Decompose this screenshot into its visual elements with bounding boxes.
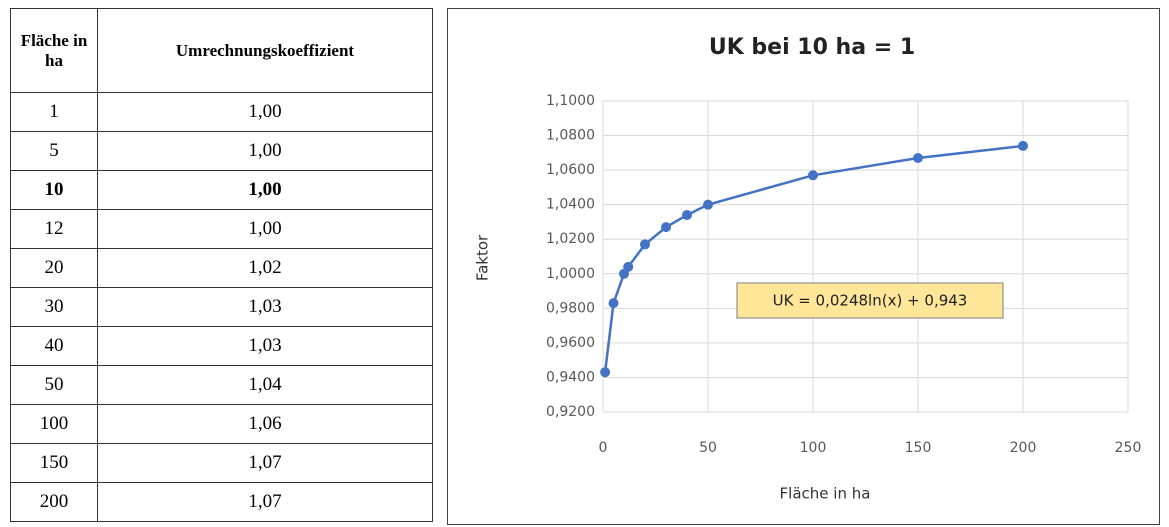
header-cell: Fläche in ha	[10, 8, 98, 93]
point	[623, 261, 634, 272]
point	[640, 239, 650, 250]
table-cell: 1,06	[97, 404, 433, 444]
header-cell: Umrechnungskoeffizient	[97, 8, 433, 93]
table-cell: 30	[10, 287, 98, 327]
y-tick-label: 1,0000	[546, 266, 595, 282]
y-tick-label: 1,1000	[546, 93, 595, 109]
y-axis-label: Faktor	[474, 234, 492, 281]
x-tick-label: 250	[1115, 440, 1142, 456]
table-row: 100 1,06	[10, 404, 433, 444]
point	[608, 298, 619, 309]
table-row: 5 1,00	[10, 131, 433, 171]
table-cell: 200	[10, 482, 98, 522]
table-row: 30 1,03	[10, 287, 433, 327]
x-tick-label: 50	[699, 440, 717, 456]
chart-frame	[447, 8, 1160, 525]
header-row: Fläche in ha Umrechnungskoeffizient	[10, 8, 433, 93]
x-axis-label: Fläche in ha	[780, 485, 871, 503]
point	[1018, 140, 1028, 151]
table-cell: 1,07	[97, 443, 433, 483]
point	[808, 170, 818, 181]
table-body: 1 1,00 5 1,00 10 1,00 12 1,00 20 1,02 30 1,03 40 1,03…	[10, 92, 433, 522]
table-cell: 50	[10, 365, 98, 405]
table-cell: 1,02	[97, 248, 433, 288]
table-row: 200 1,07	[10, 482, 433, 522]
table-row: 150 1,07	[10, 443, 433, 483]
y-tick-label: 1,0600	[546, 162, 595, 178]
x-tick-label: 200	[1010, 440, 1037, 456]
point	[703, 199, 713, 210]
table-cell: 1,04	[97, 365, 433, 405]
table-cell: 40	[10, 326, 98, 366]
table-cell: 1	[10, 92, 98, 132]
table-cell: 1,00	[97, 131, 433, 171]
annotation: UK = 0,0248ln(x) + 0,943	[773, 292, 968, 310]
table-cell: 1,00	[97, 209, 433, 249]
chart-title: UK bei 10 ha = 1	[709, 35, 915, 60]
table-row: 50 1,04	[10, 365, 433, 405]
table-cell: 12	[10, 209, 98, 249]
data-table: Fläche in ha Umrechnungskoeffizient 1 1,0…	[10, 8, 433, 522]
table-row: 10 1,00	[10, 170, 433, 210]
y-tick-label: 0,9800	[546, 300, 595, 316]
table-row: 1 1,00	[10, 92, 433, 132]
chart: UK bei 10 ha = 1 Faktor Fläche in ha 0,9…	[447, 8, 1160, 525]
point	[913, 153, 923, 164]
table-row: 20 1,02	[10, 248, 433, 288]
table-cell: 10	[10, 170, 98, 210]
y-tick-label: 0,9600	[546, 335, 595, 351]
point	[682, 210, 692, 221]
x-tick-label: 100	[800, 440, 827, 456]
y-tick-label: 1,0400	[546, 197, 595, 213]
x-tick-label: 150	[905, 440, 932, 456]
table-cell: 20	[10, 248, 98, 288]
point	[600, 367, 611, 378]
y-tick-label: 1,0200	[546, 231, 595, 247]
table-row: 40 1,03	[10, 326, 433, 366]
table-row: 12 1,00	[10, 209, 433, 249]
table-cell: 5	[10, 131, 98, 171]
x-tick-label: 0	[599, 440, 608, 456]
table-cell: 1,03	[97, 287, 433, 327]
y-tick-label: 1,0800	[546, 128, 595, 144]
table-cell: 150	[10, 443, 98, 483]
table-cell: 1,03	[97, 326, 433, 366]
table-cell: 100	[10, 404, 98, 444]
y-tick-label: 0,9400	[546, 369, 595, 385]
table-cell: 1,00	[97, 170, 433, 210]
table-cell: 1,07	[97, 482, 433, 522]
y-tick-label: 0,9200	[546, 404, 595, 420]
point	[661, 222, 671, 233]
annotation-box	[736, 282, 1004, 319]
table-cell: 1,00	[97, 92, 433, 132]
